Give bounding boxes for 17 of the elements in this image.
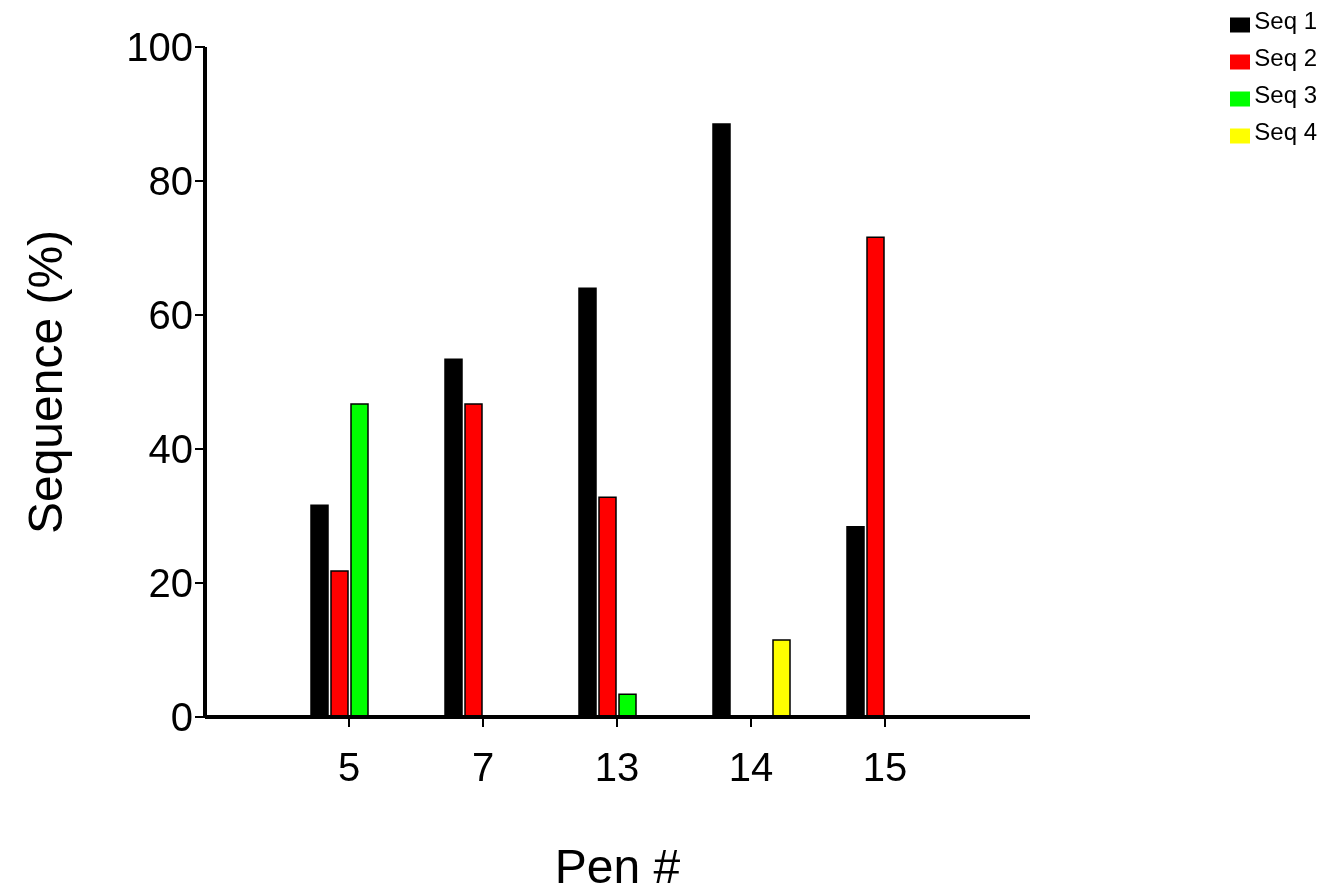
y-tick-label: 20 (148, 561, 193, 606)
legend-label: Seq 3 (1254, 81, 1317, 108)
x-tick-label: 13 (594, 745, 640, 790)
y-tick-label: 60 (148, 293, 193, 338)
legend-label: Seq 1 (1254, 7, 1317, 34)
legend-label: Seq 2 (1254, 44, 1317, 71)
x-tick-label: 14 (728, 745, 774, 790)
x-tick-label: 15 (862, 745, 908, 790)
y-axis-title: Sequence (%) (19, 229, 73, 535)
y-tick-label: 100 (126, 25, 193, 70)
y-tick-label: 40 (148, 427, 193, 472)
y-tick-label: 80 (148, 159, 193, 204)
x-tick-label: 7 (471, 745, 495, 790)
legend-label: Seq 4 (1254, 118, 1317, 145)
x-tick-label: 5 (337, 745, 361, 790)
y-tick-label: 0 (170, 695, 193, 740)
x-axis-title: Pen # (554, 840, 681, 889)
